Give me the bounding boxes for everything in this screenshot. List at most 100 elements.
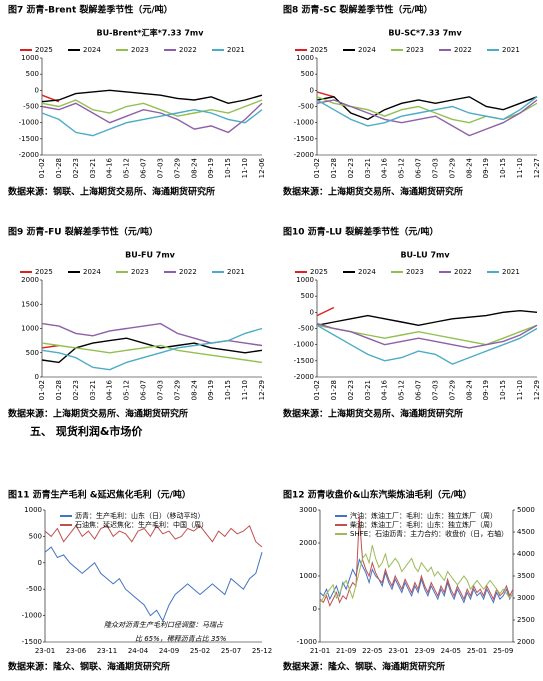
y-tick-label: 500 xyxy=(29,532,42,540)
y-tick-label: 2000 xyxy=(21,276,39,284)
x-tick-label: 10-15 xyxy=(499,158,507,178)
figure-caption: 图9 沥青-FU 裂解差季节性（元/吨） xyxy=(8,226,158,238)
y-tick-label: 0 xyxy=(310,308,314,316)
y-tick-label: -500 xyxy=(23,103,39,111)
y-tick-label: -2000 xyxy=(19,151,39,159)
x-tick-label: 04-16 xyxy=(381,157,389,178)
x-tick-label: 12-06 xyxy=(258,157,266,178)
x-tick-label: 05-12 xyxy=(123,158,131,178)
x-tick-label: 07-03 xyxy=(156,158,164,178)
series-line xyxy=(319,516,514,608)
series-line xyxy=(316,91,335,98)
x-tick-label: 02-23 xyxy=(72,380,80,400)
x-tick-label: 10-15 xyxy=(499,380,507,400)
x-tick-label: 08-24 xyxy=(190,157,198,178)
chart-title: BU-FU 7mv xyxy=(125,251,176,260)
y-tick-label: -1000 xyxy=(22,612,42,620)
series-line xyxy=(41,108,263,137)
x-tick-label: 07-03 xyxy=(431,158,439,178)
y-tick-label: -1500 xyxy=(19,135,39,143)
y-tick-label: -500 xyxy=(26,585,42,593)
series-line xyxy=(316,322,538,349)
y2-tick-label: 3000 xyxy=(517,594,535,602)
x-tick-label: 12-29 xyxy=(258,380,266,400)
x-tick-label: 03-21 xyxy=(89,158,97,178)
x-tick-label: 21-09 xyxy=(336,647,356,655)
x-tick-label: 04-16 xyxy=(106,379,114,400)
legend-label: 2024 xyxy=(358,268,376,276)
y2-tick-label: 4500 xyxy=(517,528,535,536)
x-tick-label: 02-23 xyxy=(347,158,355,178)
chart-title: BU-LU 7mv xyxy=(400,251,450,260)
series-line xyxy=(316,96,538,121)
y-tick-label: -1500 xyxy=(294,357,314,365)
legend-label: 2022 xyxy=(179,46,197,54)
x-tick-label: 03-21 xyxy=(89,380,97,400)
y-tick-label: 1000 xyxy=(296,54,314,62)
legend-label: 2022 xyxy=(179,268,197,276)
x-tick-label: 08-24 xyxy=(190,379,198,400)
legend-label: 2025 xyxy=(35,46,53,54)
y-tick-label: 0 xyxy=(310,86,314,94)
legend-label: 2024 xyxy=(83,46,101,54)
x-tick-label: 12-29 xyxy=(533,380,541,400)
x-tick-label: 09-19 xyxy=(482,380,490,400)
x-tick-label: 24-05 xyxy=(441,647,461,655)
y-tick-label: 500 xyxy=(301,292,314,300)
y2-tick-label: 3500 xyxy=(517,572,535,580)
x-tick-label: 01-02 xyxy=(313,380,321,400)
legend-label: 石油焦：延迟焦化：生产毛利：中国（周） xyxy=(75,520,208,529)
y-tick-label: 1000 xyxy=(21,325,39,333)
figure-caption: 图10 沥青-LU 裂解差季节性（元/吨） xyxy=(283,226,439,238)
series-line xyxy=(44,524,263,548)
x-tick-label: 04-16 xyxy=(106,157,114,178)
x-tick-label: 01-02 xyxy=(38,380,46,400)
y-tick-label: -2000 xyxy=(294,151,314,159)
x-tick-label: 25-01 xyxy=(467,647,487,655)
x-tick-label: 11-10 xyxy=(241,380,249,400)
series-line xyxy=(319,545,514,603)
x-tick-label: 25-09 xyxy=(493,647,513,655)
x-tick-label: 07-29 xyxy=(448,158,456,178)
x-tick-label: 10-15 xyxy=(224,380,232,400)
section-heading: 五、 现货利润&市场价 xyxy=(30,424,143,438)
x-tick-label: 08-24 xyxy=(465,379,473,400)
legend-label: 2025 xyxy=(310,46,328,54)
y-tick-label: -1000 xyxy=(19,119,39,127)
x-tick-label: 25-07 xyxy=(221,647,241,655)
series-line xyxy=(319,557,514,604)
source-note: 数据来源：上海期货交易所、海通期货研究所 xyxy=(283,186,463,198)
legend-label: 柴油：炼油工厂：毛利：山东：独立炼厂（周） xyxy=(350,520,497,529)
legend-label: 2023 xyxy=(406,46,424,54)
legend-label: 2023 xyxy=(131,46,149,54)
legend-label: 2021 xyxy=(502,268,520,276)
x-tick-label: 23-01 xyxy=(388,647,408,655)
figure-caption: 图12 沥青收盘价&山东汽柴炼油毛利（元/吨） xyxy=(283,489,472,501)
x-tick-label: 06-07 xyxy=(415,380,423,400)
series-line xyxy=(41,99,263,117)
x-tick-label: 06-07 xyxy=(415,158,423,178)
x-tick-label: 08-24 xyxy=(465,157,473,178)
annotation: 隆众对沥青生产毛利口径调整：马瑞占 xyxy=(104,621,224,629)
legend-label: 2024 xyxy=(358,46,376,54)
y-tick-label: 0 xyxy=(313,605,317,613)
y2-tick-label: 2000 xyxy=(517,638,535,646)
y-tick-label: 2000 xyxy=(299,539,317,547)
series-line xyxy=(316,309,538,327)
series-line xyxy=(316,306,335,317)
y-tick-label: -1000 xyxy=(294,341,314,349)
legend-label: 2021 xyxy=(227,268,245,276)
y2-tick-label: 2500 xyxy=(517,616,535,624)
legend-label: 2025 xyxy=(310,268,328,276)
x-tick-label: 06-07 xyxy=(140,158,148,178)
y-tick-label: -1500 xyxy=(22,638,42,646)
y-tick-label: -2000 xyxy=(294,373,314,381)
y-tick-label: 0 xyxy=(35,373,39,381)
x-tick-label: 07-03 xyxy=(156,380,164,400)
x-tick-label: 01-28 xyxy=(55,158,63,178)
legend-label: 2024 xyxy=(83,268,101,276)
figure-caption: 图11 沥青生产毛利 &延迟焦化毛利（元/吨） xyxy=(8,489,191,501)
legend-label: 2025 xyxy=(35,268,53,276)
x-tick-label: 03-21 xyxy=(364,380,372,400)
